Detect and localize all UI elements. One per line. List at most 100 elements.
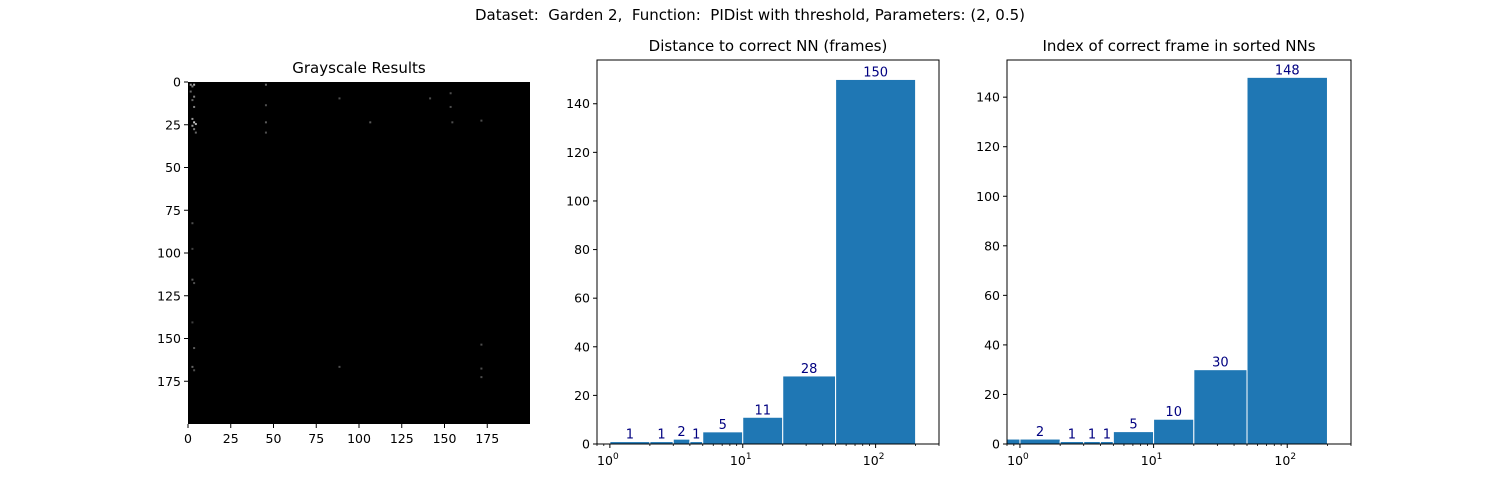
image-pixel bbox=[480, 367, 483, 370]
bar-value-label: 2 bbox=[1036, 425, 1044, 440]
image-pixel bbox=[189, 90, 192, 93]
axes-frame bbox=[1006, 59, 1352, 445]
panel-title: Index of correct frame in sorted NNs bbox=[1042, 37, 1315, 55]
image-pixel bbox=[429, 97, 432, 100]
image-pixel bbox=[191, 222, 194, 225]
y-tick-label: 100 bbox=[566, 193, 590, 208]
image-pixel bbox=[191, 85, 194, 88]
image-pixel bbox=[191, 321, 194, 324]
axes-frame bbox=[596, 59, 940, 445]
image-pixel bbox=[193, 83, 196, 86]
image-pixel bbox=[193, 105, 196, 108]
image-pixel bbox=[449, 105, 452, 108]
image-pixel bbox=[264, 121, 267, 124]
figure-title: Dataset: Garden 2, Function: PIDist with… bbox=[474, 6, 1026, 24]
y-tick-label: 140 bbox=[976, 90, 1000, 105]
grayscale-image bbox=[188, 82, 530, 424]
bar-value-label: 150 bbox=[863, 65, 888, 80]
image-pixel bbox=[193, 347, 196, 350]
y-tick-label: 120 bbox=[976, 139, 1000, 154]
x-tick-label: 175 bbox=[475, 431, 499, 446]
histogram-bar bbox=[835, 78, 917, 445]
image-pixel bbox=[193, 282, 196, 285]
image-pixel bbox=[449, 92, 452, 95]
y-tick-label: 60 bbox=[984, 288, 1000, 303]
y-tick-label: 0 bbox=[992, 437, 1000, 452]
x-tick-label: 102 bbox=[1274, 452, 1296, 468]
y-tick-label: 140 bbox=[566, 96, 590, 111]
bar-value-label: 1 bbox=[1068, 428, 1076, 443]
y-tick-label: 80 bbox=[574, 242, 590, 257]
x-tick-label: 150 bbox=[433, 431, 457, 446]
image-pixel bbox=[189, 83, 192, 86]
y-tick-label: 40 bbox=[984, 337, 1000, 352]
histogram-bar bbox=[742, 416, 784, 445]
image-pixel bbox=[193, 121, 196, 124]
y-tick-label: 0 bbox=[173, 75, 181, 90]
y-tick-label: 0 bbox=[582, 437, 590, 452]
bar-value-label: 2 bbox=[677, 425, 685, 440]
x-tick-label: 50 bbox=[266, 431, 282, 446]
image-pixel bbox=[191, 365, 194, 368]
histogram-bar bbox=[1112, 431, 1155, 445]
x-tick-label: 75 bbox=[308, 431, 324, 446]
image-pixel bbox=[193, 95, 196, 98]
image-pixel bbox=[191, 99, 194, 102]
image-pixel bbox=[191, 117, 194, 120]
x-tick-label: 102 bbox=[863, 452, 885, 468]
y-tick-label: 75 bbox=[165, 203, 181, 218]
x-tick-label: 25 bbox=[223, 431, 239, 446]
image-pixel bbox=[451, 121, 454, 124]
histogram-bar bbox=[702, 431, 744, 445]
histogram-bar bbox=[1006, 438, 1021, 445]
bar-value-label: 1 bbox=[657, 428, 665, 443]
y-tick-label: 150 bbox=[157, 331, 181, 346]
bar-value-label: 11 bbox=[754, 403, 771, 418]
image-pixel bbox=[193, 369, 196, 372]
y-tick-label: 60 bbox=[574, 291, 590, 306]
image-pixel bbox=[264, 104, 267, 107]
histogram-bar bbox=[1193, 369, 1248, 445]
grayscale-panel: Grayscale Results 0 25 50 75 100 125 150 175 0 25 5… bbox=[157, 59, 530, 446]
panel-title: Distance to correct NN (frames) bbox=[649, 37, 888, 55]
bar-value-label: 1 bbox=[692, 428, 700, 443]
image-pixel bbox=[264, 131, 267, 134]
x-tick-label: 125 bbox=[390, 431, 414, 446]
bar-value-label: 5 bbox=[719, 418, 727, 433]
image-pixel bbox=[193, 128, 196, 131]
bar-value-label: 1 bbox=[1088, 428, 1096, 443]
image-pixel bbox=[191, 278, 194, 281]
x-tick-label: 100 bbox=[347, 431, 371, 446]
x-tick-label: 101 bbox=[730, 452, 752, 468]
image-pixel bbox=[480, 343, 483, 346]
bar-value-label: 1 bbox=[626, 428, 634, 443]
image-pixel bbox=[338, 365, 341, 368]
y-tick-label: 100 bbox=[157, 246, 181, 261]
y-tick-label: 20 bbox=[984, 387, 1000, 402]
y-tick-label: 120 bbox=[566, 145, 590, 160]
x-tick-label: 101 bbox=[1141, 452, 1163, 468]
panel-title: Grayscale Results bbox=[292, 59, 426, 77]
bar-value-label: 10 bbox=[1165, 405, 1182, 420]
y-tick-label: 25 bbox=[165, 117, 181, 132]
image-pixel bbox=[194, 123, 197, 126]
image-pixel bbox=[194, 131, 197, 134]
histogram-bar bbox=[1246, 76, 1328, 445]
y-tick-label: 175 bbox=[157, 374, 181, 389]
bar-value-label: 30 bbox=[1212, 356, 1229, 371]
image-pixel bbox=[191, 247, 194, 250]
bar-value-label: 148 bbox=[1275, 63, 1300, 78]
x-tick-label: 100 bbox=[1007, 452, 1029, 468]
y-tick-label: 40 bbox=[574, 339, 590, 354]
histogram-bar bbox=[782, 375, 837, 445]
bar-value-label: 1 bbox=[1103, 428, 1111, 443]
bar-value-label: 5 bbox=[1129, 418, 1137, 433]
x-tick-label: 100 bbox=[597, 452, 619, 468]
y-tick-label: 80 bbox=[984, 238, 1000, 253]
bar-value-label: 28 bbox=[801, 362, 818, 377]
y-tick-label: 125 bbox=[157, 288, 181, 303]
image-pixel bbox=[264, 83, 267, 86]
